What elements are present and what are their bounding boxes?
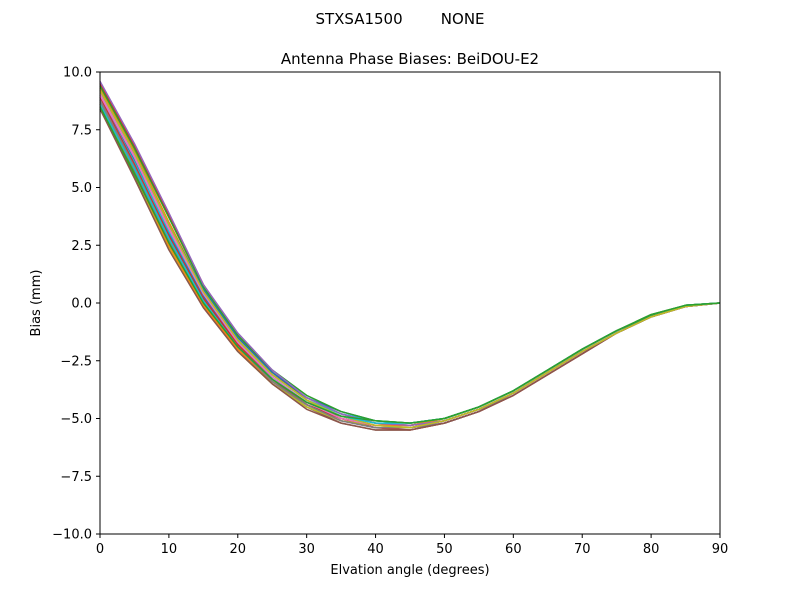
x-axis-label: Elvation angle (degrees): [330, 563, 489, 578]
y-tick-label: 10.0: [63, 66, 92, 81]
plot-lines: [99, 80, 721, 431]
x-tick-label: 40: [367, 542, 384, 557]
x-tick-label: 80: [643, 542, 660, 557]
chart-title: Antenna Phase Biases: BeiDOU-E2: [281, 50, 539, 68]
y-tick-label: −5.0: [60, 412, 92, 427]
x-tick-label: 0: [96, 542, 104, 557]
y-tick-label: −10.0: [52, 528, 92, 543]
y-tick-label: −7.5: [60, 470, 92, 485]
x-axis-ticks: 0 10 20 30 40 50 60 70 80 90: [96, 534, 728, 557]
x-tick-label: 30: [298, 542, 315, 557]
y-axis-label: Bias (mm): [29, 270, 44, 337]
y-tick-label: 5.0: [71, 181, 92, 196]
x-tick-label: 10: [161, 542, 178, 557]
y-tick-label: 0.0: [71, 297, 92, 312]
x-tick-label: 90: [712, 542, 729, 557]
series-line-19: [99, 90, 721, 429]
plot-frame: [99, 71, 721, 535]
series-line-21: [99, 106, 721, 424]
x-tick-label: 70: [574, 542, 591, 557]
y-axis-ticks: −10.0 −7.5 −5.0 −2.5 0.0 2.5 5.0 7.5 10.0: [52, 66, 100, 543]
x-tick-label: 20: [230, 542, 247, 557]
x-tick-label: 60: [505, 542, 522, 557]
x-tick-label: 50: [436, 542, 453, 557]
y-tick-label: 2.5: [71, 239, 92, 254]
y-tick-label: −2.5: [60, 354, 92, 369]
y-tick-label: 7.5: [71, 123, 92, 138]
figure-suptitle: STXSA1500 NONE: [315, 10, 484, 28]
